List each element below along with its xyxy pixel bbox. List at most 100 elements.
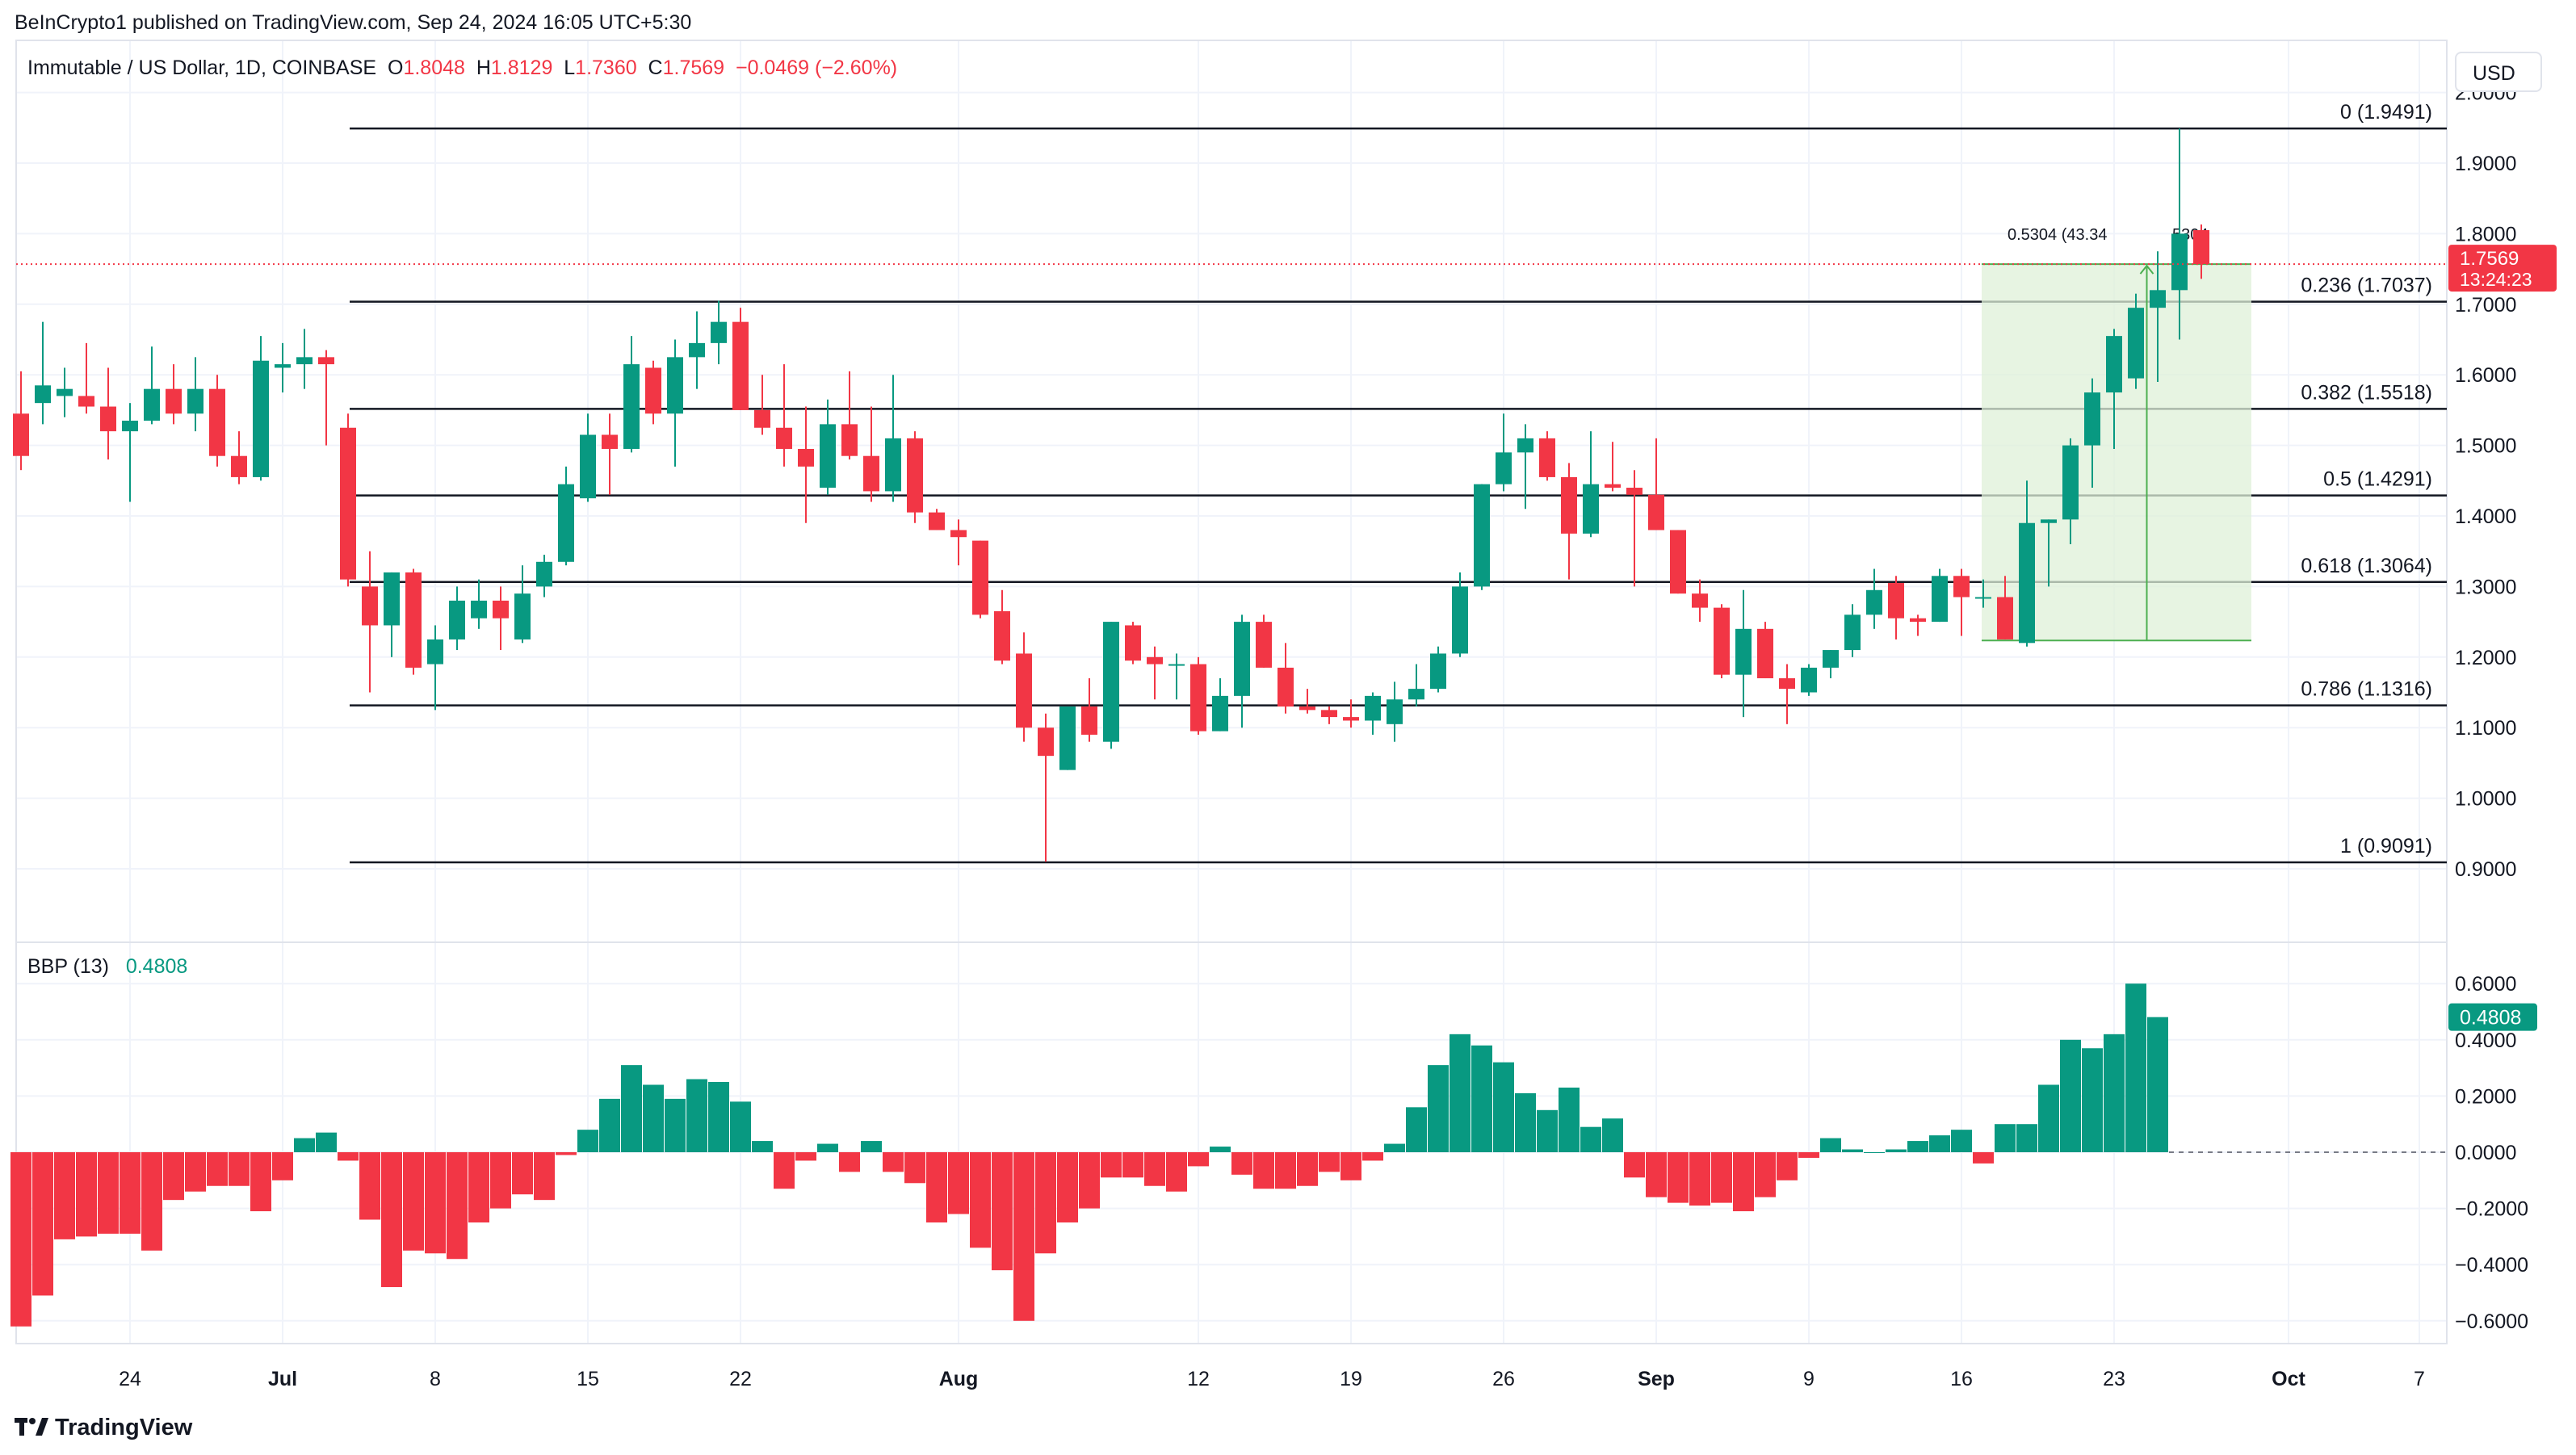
price-axis[interactable]: 0.9000 1.0000 1.1000 1.2000 1.3000 1.4000 1.50…: [2448, 82, 2557, 1333]
price-tick-label: 1.1000: [2455, 717, 2516, 740]
time-tick-label: 9: [1803, 1368, 1815, 1390]
candle-body: [1452, 586, 1468, 654]
price-tick-label: 1.0000: [2455, 788, 2516, 811]
candle-body: [623, 364, 640, 449]
currency-button[interactable]: USD: [2455, 52, 2542, 92]
bbp-bar: [1428, 1065, 1449, 1152]
high-value: 1.8129: [490, 57, 553, 79]
bbp-bar: [1210, 1147, 1231, 1152]
bbp-bar: [1340, 1152, 1361, 1180]
candle-body: [1474, 484, 1490, 587]
candle-body: [57, 388, 73, 396]
candle-body: [1147, 656, 1163, 665]
bbp-bar: [1035, 1152, 1056, 1254]
candle-body: [253, 360, 269, 477]
bbp-bar: [1602, 1118, 1623, 1152]
bbp-bar: [250, 1152, 271, 1212]
candle-body: [78, 396, 94, 407]
bbp-bar: [1450, 1034, 1471, 1152]
fib-level-label: 0.618 (1.3064): [2301, 555, 2432, 577]
candle-body: [405, 572, 422, 668]
published-by-text: BeInCrypto1 published on TradingView.com…: [15, 11, 692, 34]
candle-body: [2041, 519, 2057, 523]
fib-level-label: 0.382 (1.5518): [2301, 381, 2432, 404]
current-price-tag: [2448, 245, 2557, 292]
time-tick-label: Oct: [2272, 1368, 2305, 1390]
bbp-name[interactable]: BBP (13): [27, 955, 109, 978]
time-tick-label: Aug: [939, 1368, 979, 1390]
tradingview-brand[interactable]: TradingView: [15, 1415, 192, 1442]
bbp-bar: [425, 1152, 446, 1254]
candle-body: [1365, 695, 1381, 721]
candle-body: [1670, 530, 1686, 594]
candle-body: [296, 357, 313, 365]
candle-body: [994, 610, 1010, 661]
price-tick-label: 1.7000: [2455, 294, 2516, 317]
bbp-bar: [1798, 1152, 1819, 1158]
candle-body: [1648, 494, 1664, 530]
candle-body: [1016, 653, 1032, 728]
candle-body: [122, 421, 138, 432]
candle-body: [2084, 392, 2100, 446]
candle-body: [1256, 622, 1272, 668]
bbp-bar: [1471, 1045, 1492, 1152]
bbp-bar: [316, 1132, 337, 1152]
bbp-bar: [883, 1152, 904, 1172]
bbp-bar: [1101, 1152, 1122, 1178]
bbp-bar: [1384, 1143, 1405, 1152]
symbol-name[interactable]: Immutable / US Dollar, 1D, COINBASE: [27, 57, 377, 79]
time-axis[interactable]: 24 Jul 8 15 22 Aug 12 19 26 Sep 9 16 23 Oct 7: [119, 1368, 2425, 1390]
bbp-bar: [1580, 1126, 1601, 1152]
bbp-bar: [2016, 1124, 2037, 1152]
candle-body: [1779, 678, 1795, 690]
candle-body: [2128, 308, 2144, 379]
bbp-bar: [272, 1152, 293, 1180]
bbp-bar: [795, 1152, 816, 1161]
candle-body: [841, 424, 858, 456]
time-tick-label: 19: [1340, 1368, 1362, 1390]
indicator-pane-border: [15, 941, 2448, 1344]
candle-body: [209, 388, 225, 456]
bbp-bar: [839, 1152, 860, 1172]
candle-body: [1430, 653, 1446, 690]
candle-body: [602, 434, 618, 449]
bbp-bar: [970, 1152, 991, 1248]
fib-level-label: 0.786 (1.1316): [2301, 678, 2432, 701]
bbp-bar: [76, 1152, 97, 1237]
bbp-bar: [577, 1130, 598, 1152]
price-tick-label: 1.3000: [2455, 576, 2516, 598]
bbp-bar: [1406, 1107, 1427, 1152]
bbp-bar: [1188, 1152, 1209, 1167]
candle-body: [1081, 706, 1097, 735]
candle-body: [1714, 607, 1730, 675]
candle-body: [1496, 452, 1512, 484]
candle-body: [1626, 488, 1643, 495]
bbp-bar: [1537, 1109, 1558, 1152]
open-value: 1.8048: [403, 57, 465, 79]
price-tick-label: 1.2000: [2455, 647, 2516, 669]
bbp-bar: [665, 1098, 686, 1152]
bbp-bar: [54, 1152, 75, 1239]
bbp-bar: [904, 1152, 925, 1184]
bbp-bar: [1144, 1152, 1165, 1186]
bbp-bar: [1231, 1152, 1252, 1175]
candle-body: [558, 484, 574, 562]
candle-body: [689, 342, 705, 358]
bbp-bar: [643, 1084, 664, 1152]
time-tick-label: 8: [430, 1368, 441, 1390]
bbp-bar: [1275, 1152, 1296, 1189]
bbp-bar: [1777, 1152, 1798, 1180]
bbp-bar: [1057, 1152, 1078, 1222]
time-tick-label: Sep: [1638, 1368, 1675, 1390]
candlestick-series: [13, 128, 2209, 862]
change-value: −0.0469 (−2.60%): [735, 57, 898, 79]
candle-body: [1103, 622, 1119, 742]
bbp-bar: [1907, 1141, 1928, 1152]
candle-body: [776, 427, 792, 449]
candle-body: [2150, 290, 2166, 308]
bbp-bar: [534, 1152, 555, 1201]
candle-body: [1735, 628, 1752, 675]
candle-body: [35, 385, 51, 404]
close-label: C: [648, 57, 663, 79]
